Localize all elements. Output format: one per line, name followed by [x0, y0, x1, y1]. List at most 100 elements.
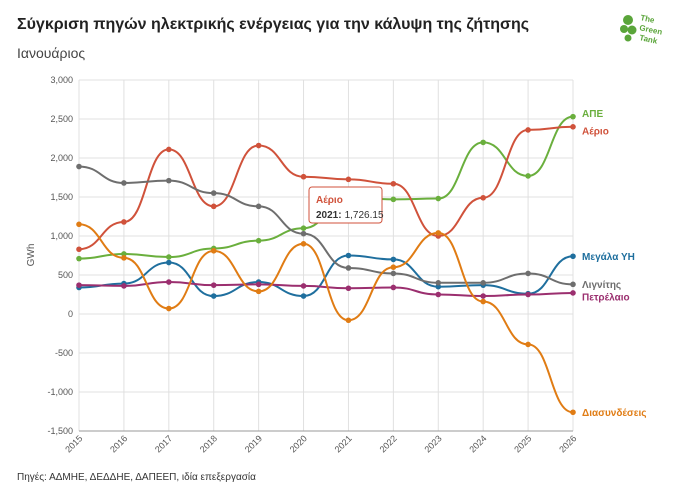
- series-4-point[interactable]: [345, 285, 352, 292]
- series-4-point[interactable]: [121, 283, 127, 289]
- series-1-point[interactable]: [300, 173, 307, 180]
- series-5-point[interactable]: [210, 248, 217, 254]
- series-3-point[interactable]: [300, 230, 307, 237]
- series-2-label: Μεγάλα ΥΗ: [582, 252, 635, 263]
- tooltip-value: 1,726.15: [345, 210, 384, 221]
- series-5-point[interactable]: [435, 230, 442, 236]
- tooltip-value-line: 2021: 1,726.15: [316, 210, 384, 221]
- series-0-point[interactable]: [570, 113, 576, 120]
- tooltip-box: [308, 186, 383, 224]
- y-tick-label: 2,500: [50, 114, 73, 124]
- series-4-point[interactable]: [390, 284, 397, 291]
- series-0-point[interactable]: [525, 173, 531, 179]
- series-1-point[interactable]: [345, 176, 352, 183]
- series-3-point[interactable]: [210, 190, 217, 196]
- series-4-point[interactable]: [570, 290, 576, 296]
- series-0-point[interactable]: [390, 196, 397, 203]
- series-1-line: [78, 125, 574, 251]
- series-2-point[interactable]: [435, 283, 442, 290]
- y-axis-ticks: -1,500 -1,000 -500 0 500 1,000 1,500 2,000 2,500…: [47, 75, 73, 436]
- series-1-point[interactable]: [121, 219, 127, 225]
- series-4-point[interactable]: [300, 283, 307, 289]
- y-tick-label: 2,000: [50, 153, 73, 163]
- series-5-point[interactable]: [166, 305, 172, 312]
- series-0-point[interactable]: [480, 139, 486, 146]
- x-tick-label: 2022: [378, 433, 399, 454]
- series-5-label: Διασυνδέσεις: [582, 408, 646, 419]
- series-lines: [78, 115, 574, 414]
- series-1-point[interactable]: [390, 180, 397, 187]
- series-3-point[interactable]: [435, 280, 442, 286]
- series-3-label: Λιγνίτης: [582, 280, 621, 291]
- series-2-point[interactable]: [300, 293, 307, 299]
- series-4-line: [78, 281, 574, 298]
- series-5-point[interactable]: [255, 288, 262, 295]
- series-5-point[interactable]: [300, 241, 307, 247]
- series-1-point[interactable]: [570, 124, 576, 130]
- series-5-point[interactable]: [390, 264, 397, 271]
- tooltip: Αέριο 2021: 1,726.15: [308, 186, 384, 224]
- x-tick-label: 2018: [198, 433, 219, 454]
- series-1-point[interactable]: [255, 142, 262, 149]
- series-2-line: [78, 254, 574, 298]
- series-1-label: Αέριο: [582, 126, 609, 137]
- series-2-point[interactable]: [210, 293, 217, 299]
- tooltip-year: 2021:: [316, 210, 342, 221]
- y-tick-label: 1,500: [50, 192, 73, 202]
- x-tick-label: 2020: [288, 433, 309, 454]
- series-4-point[interactable]: [166, 279, 172, 285]
- series-3-point[interactable]: [255, 203, 262, 210]
- series-0-point[interactable]: [300, 225, 307, 231]
- series-1-point[interactable]: [76, 246, 82, 253]
- series-0-point[interactable]: [435, 195, 442, 202]
- series-5-point[interactable]: [525, 341, 531, 348]
- series-2-point[interactable]: [570, 253, 576, 260]
- series-3-point[interactable]: [345, 265, 352, 271]
- series-3-point[interactable]: [570, 281, 576, 288]
- series-4-point[interactable]: [480, 293, 486, 299]
- series-4-point[interactable]: [435, 291, 442, 298]
- series-5-point[interactable]: [345, 317, 352, 324]
- series-4-label: Πετρέλαιο: [582, 292, 630, 303]
- series-1-point[interactable]: [525, 127, 531, 133]
- logo-text-line1: The: [640, 13, 656, 25]
- series-4-point[interactable]: [210, 282, 217, 288]
- x-tick-label: 2016: [108, 433, 129, 454]
- series-points[interactable]: [76, 113, 576, 416]
- series-2-point[interactable]: [166, 259, 172, 266]
- series-4-point[interactable]: [76, 282, 82, 288]
- series-0-point[interactable]: [255, 237, 262, 244]
- x-axis-ticks: 2015 2016 2017 2018 2019 2020 2021 2022 2023 2024…: [63, 433, 578, 454]
- series-3-point[interactable]: [76, 163, 82, 170]
- y-tick-label: 500: [58, 270, 73, 280]
- series-2-point[interactable]: [345, 252, 352, 259]
- series-3-point[interactable]: [166, 177, 172, 184]
- series-3-point[interactable]: [480, 280, 486, 286]
- series-5-point[interactable]: [570, 409, 576, 416]
- series-5-point[interactable]: [76, 221, 82, 228]
- y-tick-label: 3,000: [50, 75, 73, 85]
- series-5-point[interactable]: [480, 298, 486, 305]
- y-tick-label: 1,000: [50, 231, 73, 241]
- series-5-point[interactable]: [121, 255, 127, 261]
- x-tick-label: 2021: [333, 433, 354, 454]
- series-4-point[interactable]: [525, 291, 531, 298]
- series-4-point[interactable]: [255, 281, 262, 288]
- leaf-icon: [620, 15, 637, 42]
- series-3-point[interactable]: [525, 270, 531, 277]
- y-axis-title: GWh: [26, 244, 37, 267]
- series-1-point[interactable]: [166, 146, 172, 153]
- series-3-point[interactable]: [390, 270, 397, 277]
- series-0-point[interactable]: [76, 255, 82, 262]
- series-0-point[interactable]: [166, 254, 172, 260]
- series-1-point[interactable]: [210, 203, 217, 210]
- series-0-point[interactable]: [121, 251, 127, 257]
- y-tick-label: -1,000: [47, 387, 73, 397]
- x-tick-label: 2019: [243, 433, 264, 454]
- series-1-point[interactable]: [480, 194, 486, 201]
- y-tick-label: -500: [55, 348, 73, 358]
- series-2-point[interactable]: [390, 256, 397, 263]
- series-3-point[interactable]: [121, 180, 127, 186]
